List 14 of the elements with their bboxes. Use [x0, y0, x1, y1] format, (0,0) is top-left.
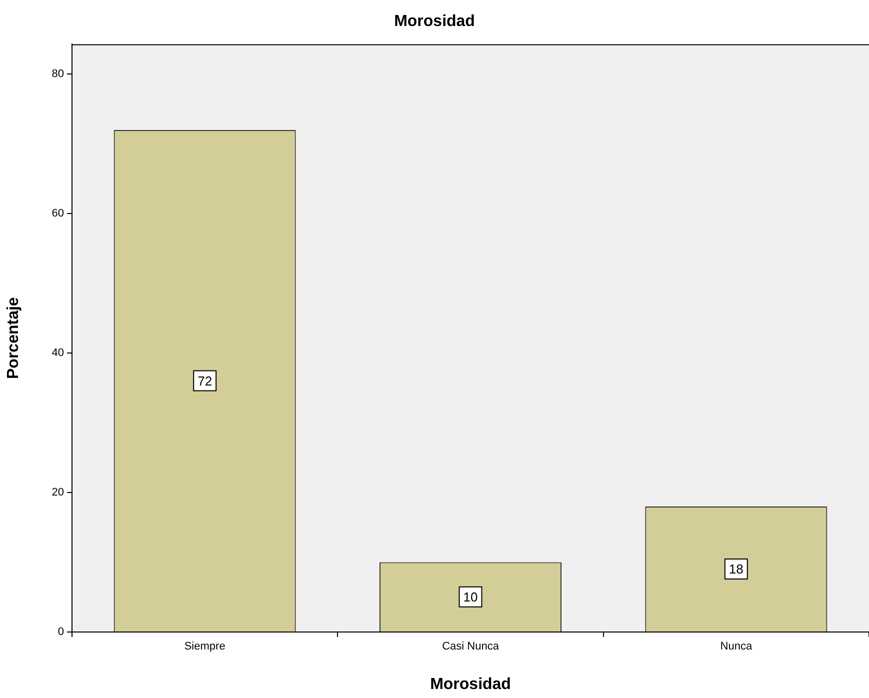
data-label: 72	[198, 373, 212, 388]
chart-title: Morosidad	[394, 13, 475, 30]
x-tick-label: Siempre	[184, 640, 226, 653]
y-tick-label: 60	[52, 208, 64, 220]
y-tick-label: 0	[58, 626, 64, 638]
y-tick-label: 40	[52, 347, 64, 360]
y-tick-label: 20	[52, 486, 64, 499]
x-tick-label: Casi Nunca	[442, 640, 500, 653]
y-tick-label: 80	[52, 68, 64, 80]
y-axis-title: Porcentaje	[5, 297, 22, 380]
data-label: 10	[463, 589, 478, 604]
data-label: 18	[728, 562, 744, 577]
x-tick-label: Nunca	[720, 640, 753, 653]
x-axis-title: Morosidad	[430, 676, 511, 693]
